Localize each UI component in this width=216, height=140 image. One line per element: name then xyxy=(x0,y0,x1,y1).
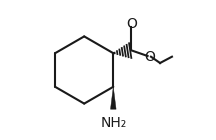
Polygon shape xyxy=(111,87,116,109)
Text: O: O xyxy=(126,17,137,31)
Text: O: O xyxy=(145,50,156,64)
Text: NH₂: NH₂ xyxy=(100,116,126,130)
